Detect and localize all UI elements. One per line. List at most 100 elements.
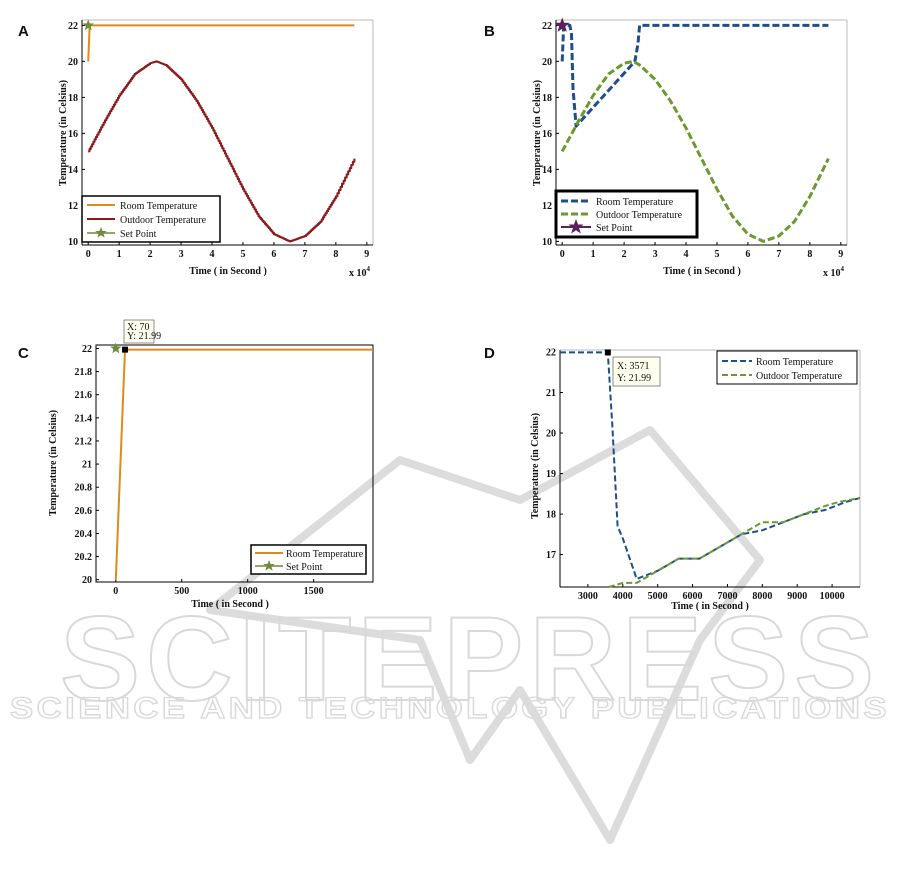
chart-a-xtick-label: 4 — [210, 249, 215, 260]
chart-d-ytick-label: 22 — [546, 348, 556, 359]
chart-d-series-outdoor-temperature — [608, 496, 860, 588]
chart-a-xtick-label: 3 — [179, 249, 184, 260]
chart-a-xtick-label: 0 — [86, 249, 91, 260]
chart-b-xtick-label: 8 — [807, 249, 812, 260]
chart-b-ytick-label: 14 — [542, 165, 552, 176]
panel-label-a: A — [18, 23, 29, 40]
panel-label-c: C — [18, 345, 29, 362]
chart-c-datatip-marker — [122, 346, 129, 353]
chart-a-x-multiplier-exp: 4 — [367, 265, 371, 273]
chart-d-datatip-y: Y: 21.99 — [617, 373, 651, 384]
chart-b-x-multiplier: x 104 — [823, 265, 845, 279]
chart-a-legend: Room Temperature Outdoor Temperature Set… — [81, 195, 221, 243]
chart-d-legend: Room Temperature Outdoor Temperature — [716, 350, 858, 385]
chart-d-ytick-label: 20 — [546, 429, 556, 440]
watermark-sub-text: SCIENCE AND TECHNOLOGY PUBLICATIONS — [10, 692, 890, 725]
chart-c-legend-room: Room Temperature — [286, 549, 364, 560]
chart-a-xtick-label: 7 — [302, 249, 307, 260]
chart-a-xtick-label: 9 — [364, 249, 369, 260]
chart-d-ytick-label: 21 — [546, 388, 556, 399]
watermark-main-text: SCITEPRESS — [60, 592, 880, 726]
chart-b-series-outdoor-temperature — [560, 59, 830, 243]
chart-a-ytick-label: 18 — [68, 93, 78, 104]
chart-b-ytick-label: 22 — [542, 21, 552, 32]
chart-d-xtick-label: 10000 — [820, 591, 845, 602]
chart-a-x-multiplier-base: x 10 — [349, 268, 367, 279]
chart-c-ytick-label: 21.6 — [75, 390, 93, 401]
chart-c-xlabel: Time ( in Second ) — [191, 599, 269, 610]
chart-b-legend-outdoor: Outdoor Temperature — [596, 210, 683, 221]
chart-b-xtick-label: 1 — [591, 249, 596, 260]
chart-a-xlabel: Time ( in Second ) — [189, 266, 267, 277]
chart-a-xtick-label: 8 — [333, 249, 338, 260]
chart-c-legend-setpoint: Set Point — [286, 562, 323, 573]
chart-c-ytick-label: 20.2 — [75, 552, 93, 563]
chart-b-xtick-label: 9 — [838, 249, 843, 260]
chart-b-legend-star-icon — [568, 219, 584, 234]
chart-panel-c: C 0 500 1000 1500 20 20.2 20.4 20.6 20.8 21 21.2 21… — [18, 319, 374, 610]
chart-c-legend-star-icon — [263, 560, 275, 571]
chart-c-legend-box — [250, 544, 367, 575]
panel-label-d: D — [484, 345, 495, 362]
chart-c-ytick-label: 20 — [82, 575, 92, 586]
chart-b-legend-box — [554, 189, 699, 239]
chart-d-legend-outdoor: Outdoor Temperature — [756, 371, 843, 382]
chart-d-datatip: X: 3571 Y: 21.99 — [612, 356, 661, 387]
chart-b-ylabel: Temperature (in Celsius) — [532, 80, 543, 186]
chart-a-ylabel: Temperature (in Celsius) — [58, 80, 69, 186]
chart-a-ytick-label: 10 — [68, 237, 78, 248]
chart-b-x-multiplier-exp: 4 — [841, 265, 845, 273]
chart-a-xtick-label: 2 — [148, 249, 153, 260]
chart-d-xtick-label: 9000 — [787, 591, 807, 602]
chart-d-legend-box — [716, 350, 858, 385]
chart-b-x-multiplier-base: x 10 — [823, 268, 841, 279]
chart-c-xtick-label: 500 — [174, 586, 189, 597]
chart-b-legend-room: Room Temperature — [596, 197, 674, 208]
chart-b-legend: Room Temperature Outdoor Temperature Set… — [554, 189, 699, 239]
chart-d-ytick-label: 17 — [546, 550, 556, 561]
chart-a-ytick-label: 14 — [68, 165, 78, 176]
chart-a-ytick-label: 22 — [68, 21, 78, 32]
chart-c-ytick-label: 20.6 — [75, 506, 93, 517]
chart-c-datatip-box — [123, 319, 155, 344]
chart-b-ytick-label: 12 — [542, 201, 552, 212]
watermark-emblem — [206, 426, 764, 844]
chart-a-legend-outdoor: Outdoor Temperature — [120, 215, 207, 226]
chart-b-ytick-label: 18 — [542, 93, 552, 104]
chart-d-ytick-label: 18 — [546, 510, 556, 521]
chart-c-ytick-label: 20.4 — [75, 529, 93, 540]
chart-b-xtick-label: 2 — [622, 249, 627, 260]
chart-d-datatip-x: X: 3571 — [617, 361, 650, 372]
chart-d-xtick-label: 6000 — [683, 591, 703, 602]
chart-d-plot: 3000 4000 5000 6000 7000 8000 9000 10000 17 18 19 2… — [546, 348, 861, 602]
chart-d-ytick-label: 19 — [546, 469, 556, 480]
chart-a-series-room-temperature — [87, 24, 355, 62]
chart-d-ylabel: Temperature (in Celsius) — [530, 413, 541, 519]
chart-b-legend-setpoint: Set Point — [596, 223, 633, 234]
chart-c-xtick-label: 1000 — [238, 586, 258, 597]
chart-b-xlabel: Time ( in Second ) — [663, 266, 741, 277]
chart-a-ytick-label: 20 — [68, 57, 78, 68]
chart-b-xtick-label: 6 — [745, 249, 750, 260]
chart-c-ytick-label: 21 — [82, 460, 92, 471]
chart-d-xtick-label: 3000 — [578, 591, 598, 602]
chart-c-legend: Room Temperature Set Point — [250, 544, 367, 575]
chart-c-xtick-label: 0 — [113, 586, 118, 597]
chart-b-ytick-label: 16 — [542, 129, 552, 140]
chart-c-series-set-point-star-icon — [110, 342, 122, 354]
chart-d-xtick-label: 7000 — [717, 591, 737, 602]
chart-c-ylabel: Temperature (in Celsius) — [48, 410, 59, 516]
chart-d-series-room-temperature — [560, 351, 860, 580]
chart-b-series-set-point-star-icon — [554, 17, 570, 32]
chart-d-datatip-box — [612, 356, 661, 387]
chart-a-legend-room: Room Temperature — [120, 201, 198, 212]
chart-d-xtick-label: 8000 — [752, 591, 772, 602]
chart-c-ytick-label: 21.8 — [75, 367, 93, 378]
chart-b-xtick-label: 3 — [653, 249, 658, 260]
chart-b-series-group — [560, 23, 830, 243]
watermark: SCITEPRESS SCIENCE AND TECHNOLOGY PUBLIC… — [9, 426, 890, 844]
chart-a-legend-setpoint: Set Point — [120, 229, 157, 240]
chart-a-ytick-label: 16 — [68, 129, 78, 140]
